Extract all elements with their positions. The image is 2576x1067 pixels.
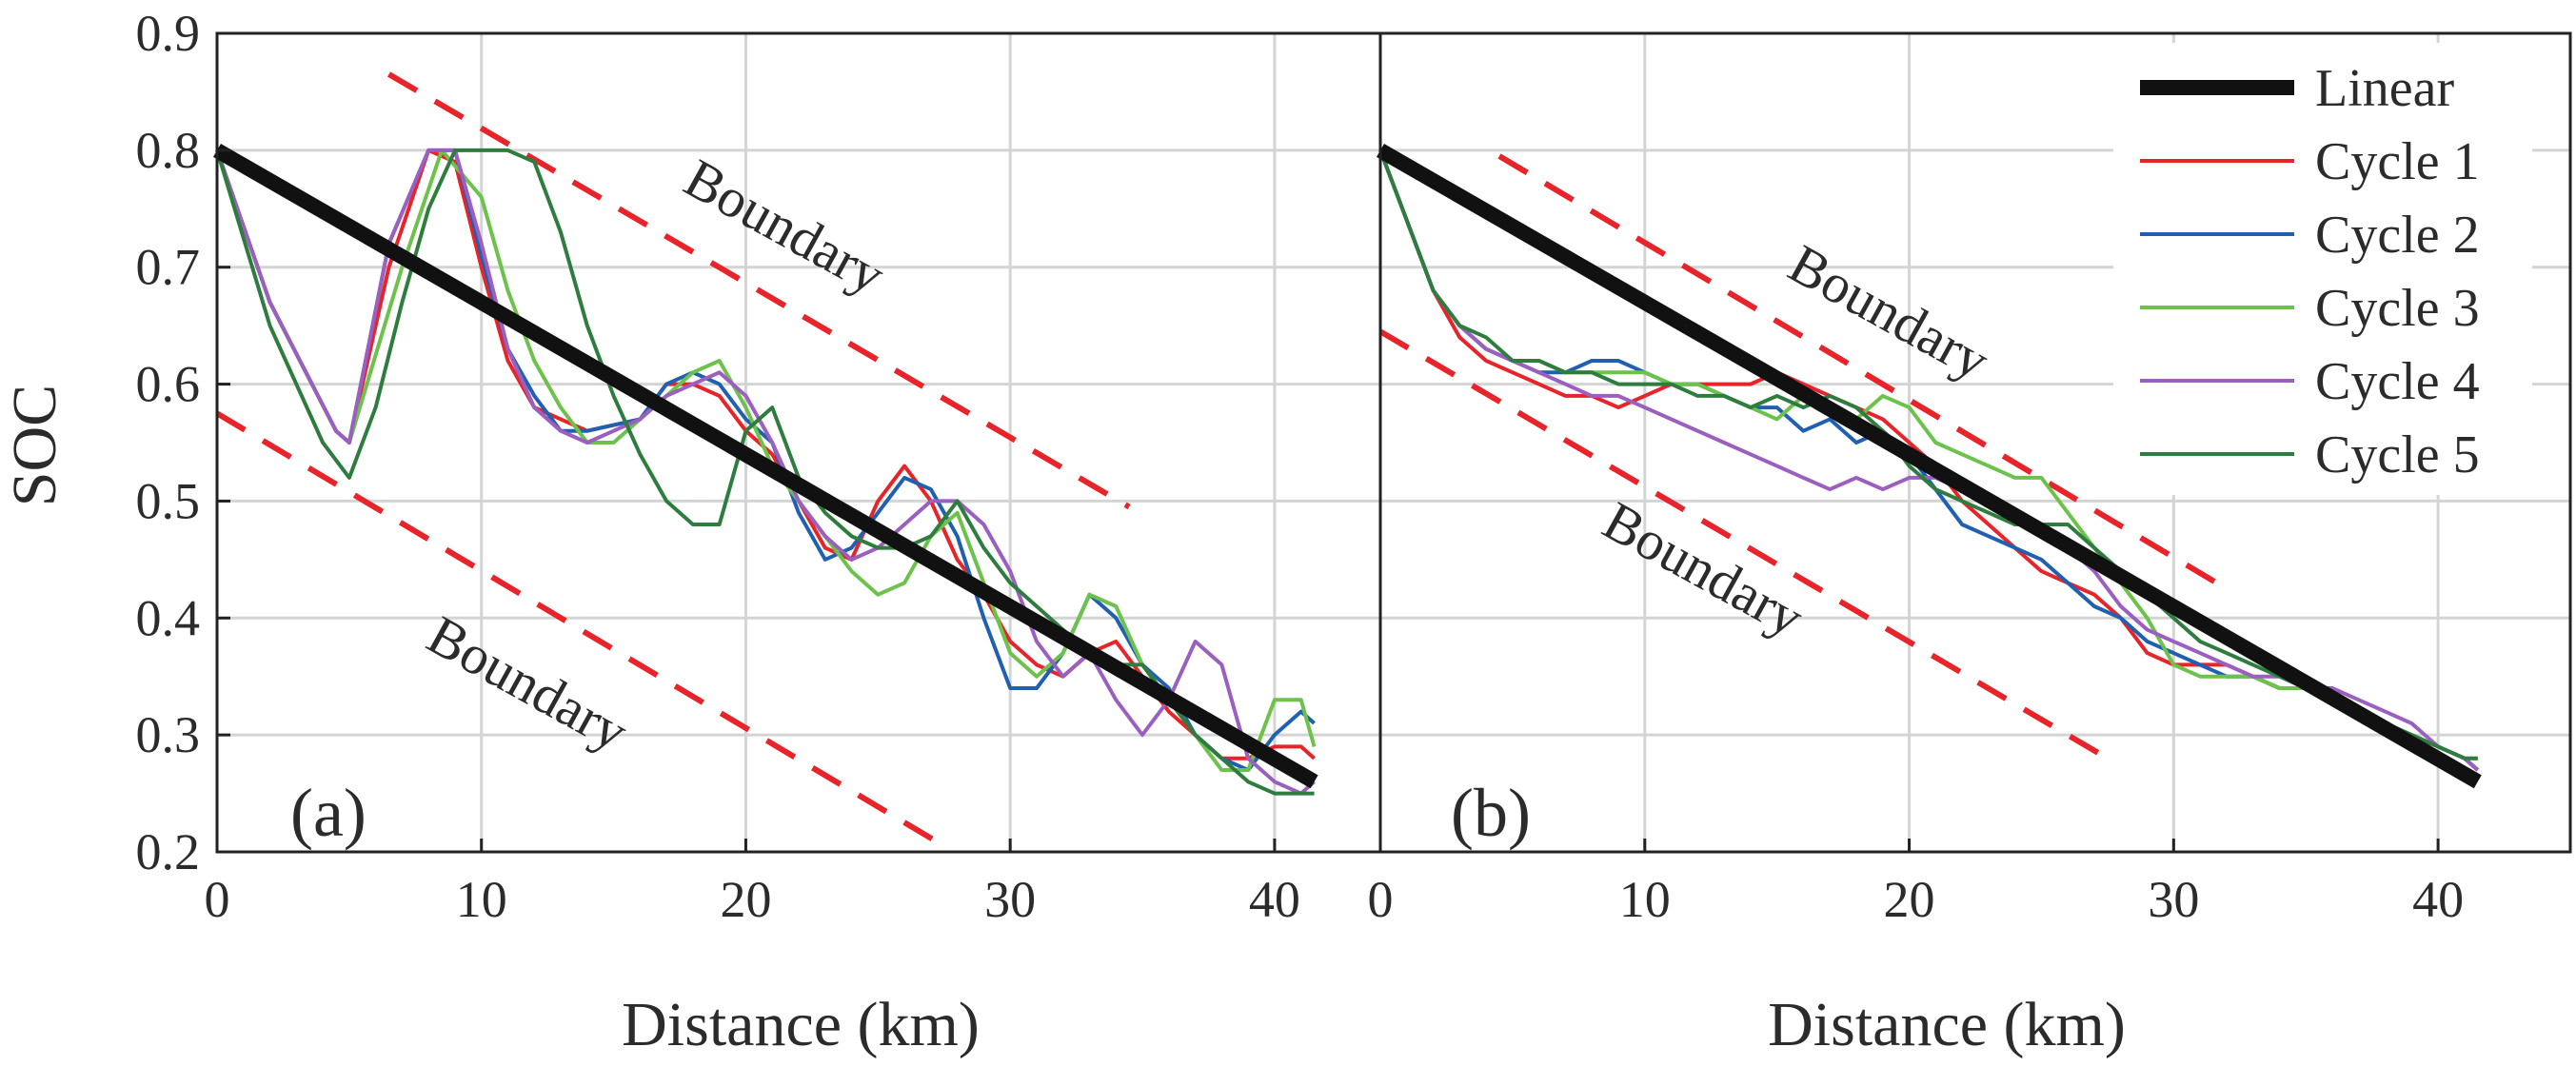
legend-entry-label: Cycle 1 xyxy=(2315,132,2480,191)
legend-background xyxy=(2113,43,2532,495)
panel-a-label: (a) xyxy=(290,775,367,851)
x-tick-label: 0 xyxy=(1368,871,1394,928)
x-tick-label: 10 xyxy=(456,871,507,928)
y-tick-label: 0.9 xyxy=(136,5,201,62)
x-tick-label: 20 xyxy=(720,871,771,928)
x-tick-label: 30 xyxy=(2148,871,2199,928)
x-tick-label: 40 xyxy=(2412,871,2464,928)
panel-a-lower-boundary-label: Boundary xyxy=(418,603,639,763)
boundary-line xyxy=(387,71,1131,510)
y-tick-label: 0.7 xyxy=(136,239,201,296)
panel-b-upper-boundary-label: Boundary xyxy=(1779,232,2000,392)
legend-entry-label: Cycle 3 xyxy=(2315,279,2480,338)
x-tick-label: 10 xyxy=(1619,871,1671,928)
panel-a-x-axis-label: Distance (km) xyxy=(622,990,980,1059)
panel-b-x-axis-label: Distance (km) xyxy=(1768,990,2126,1059)
boundary-line xyxy=(215,410,946,849)
boundary-line xyxy=(1497,153,2229,592)
panel-b-label: (b) xyxy=(1451,775,1531,851)
panel-b-series xyxy=(1377,143,2482,789)
y-tick-label: 0.5 xyxy=(136,472,201,529)
panel-b: 0 10 20 30 40 Boundary Boundary (b) Distance… xyxy=(1368,31,2572,1059)
y-axis-label: SOC xyxy=(0,385,69,506)
panel-b-lower-boundary-label: Boundary xyxy=(1594,489,1814,649)
panel-b-frame xyxy=(1378,31,2572,854)
panel-a-x-ticks: 0 10 20 30 40 xyxy=(205,839,1300,928)
x-tick-label: 0 xyxy=(205,871,230,928)
panel-a-grid xyxy=(215,31,1380,854)
x-tick-label: 30 xyxy=(984,871,1036,928)
legend-entry-label: Cycle 5 xyxy=(2315,425,2480,484)
boundary-line xyxy=(1378,328,2110,761)
legend: Linear Cycle 1 Cycle 2 Cycle 3 Cycle 4 Cycle … xyxy=(2113,43,2532,495)
y-tick-label: 0.6 xyxy=(136,356,201,413)
y-tick-label: 0.8 xyxy=(136,122,201,179)
legend-entry-label: Linear xyxy=(2315,59,2454,118)
y-tick-label: 0.3 xyxy=(136,706,201,763)
panel-a: 0 10 20 30 40 0.2 0.3 0.4 0.5 0.6 0.7 0.8 0.9 Bound… xyxy=(0,5,1382,1059)
series-line-linear xyxy=(213,143,1318,789)
panel-b-x-ticks: 0 10 20 30 40 xyxy=(1368,839,2464,928)
panel-a-boundaries xyxy=(215,71,1131,849)
y-tick-label: 0.2 xyxy=(136,823,201,880)
legend-entry-label: Cycle 2 xyxy=(2315,206,2480,265)
panel-b-boundaries xyxy=(1378,153,2229,761)
x-tick-label: 40 xyxy=(1249,871,1300,928)
panel-a-series xyxy=(213,143,1318,796)
panel-a-upper-boundary-label: Boundary xyxy=(675,147,896,306)
series-line-cycle-4 xyxy=(215,148,1316,796)
y-tick-label: 0.4 xyxy=(136,589,201,646)
series-line-linear xyxy=(1377,143,2482,789)
x-tick-label: 20 xyxy=(1884,871,1935,928)
legend-entry-label: Cycle 4 xyxy=(2315,352,2480,411)
panel-a-frame xyxy=(215,31,1382,854)
panel-a-y-ticks: 0.2 0.3 0.4 0.5 0.6 0.7 0.8 0.9 xyxy=(136,5,230,880)
